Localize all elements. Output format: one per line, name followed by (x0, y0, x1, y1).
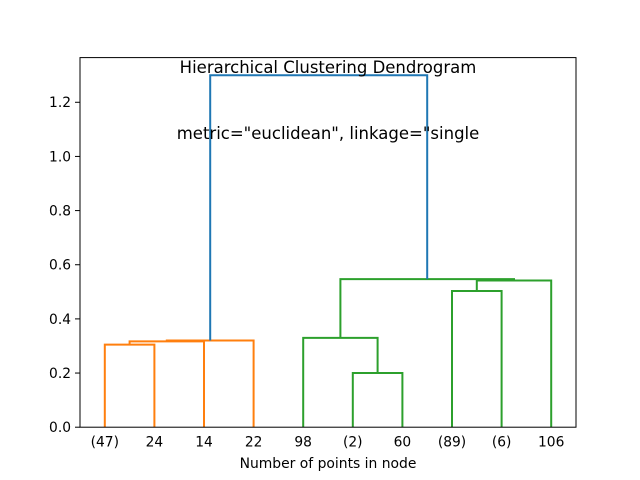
chart-title: Hierarchical Clustering Dendrogram (179, 58, 477, 77)
dendrogram-link (209, 74, 429, 341)
x-tick-label: (89) (438, 435, 466, 451)
y-tick-label: 0.8 (49, 203, 71, 219)
dendrogram-link (103, 343, 156, 428)
dendrogram-link (339, 278, 515, 338)
y-tick-label: 1.2 (49, 95, 71, 111)
x-tick-label: 106 (538, 435, 564, 451)
dendrogram-link (302, 336, 379, 428)
y-tick-label: 0.2 (49, 366, 71, 382)
x-tick-label: 22 (245, 435, 263, 451)
dendrogram-link (165, 339, 255, 428)
y-tick-label: 0.6 (49, 258, 71, 274)
x-tick-label: (47) (91, 435, 119, 451)
x-tick-label: 98 (294, 435, 312, 451)
y-tick-label: 1.0 (49, 149, 71, 165)
dendrogram-link (128, 340, 205, 428)
x-tick-label: 14 (195, 435, 213, 451)
dendrogram-link (451, 290, 503, 428)
chart-subtitle: metric="euclidean", linkage="single (176, 124, 480, 143)
chart-title-block: Hierarchical Clustering Dendrogram metri… (0, 13, 640, 189)
x-tick-label: 24 (146, 435, 164, 451)
x-tick-label: (2) (343, 435, 363, 451)
x-tick-label: (6) (492, 435, 512, 451)
y-tick-label: 0.4 (49, 312, 71, 328)
x-axis-title: Number of points in node (239, 456, 417, 472)
dendrogram-link (351, 372, 404, 428)
axes-frame (79, 57, 577, 428)
x-tick-label: 60 (394, 435, 412, 451)
dendrogram-link (475, 279, 553, 428)
y-tick-label: 0.0 (49, 420, 71, 436)
